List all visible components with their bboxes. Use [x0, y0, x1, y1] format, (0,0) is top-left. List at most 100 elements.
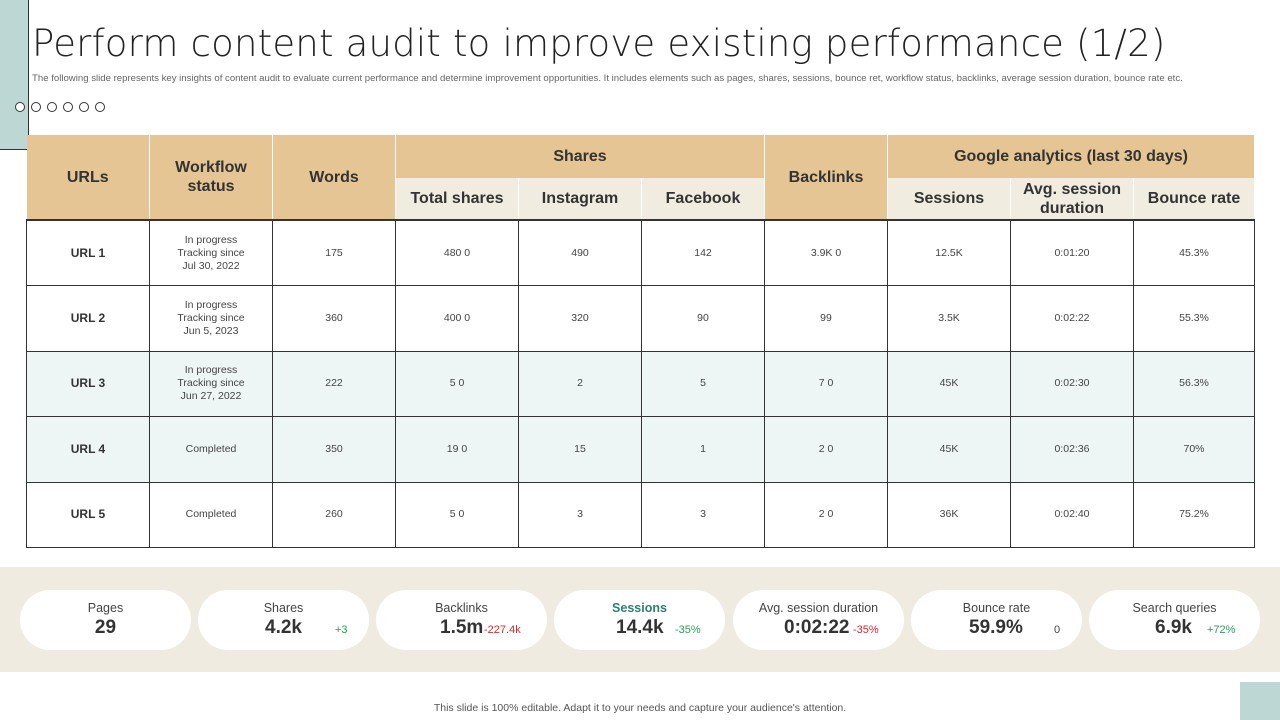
- tracking-date: Jun 5, 2023: [183, 324, 239, 337]
- total-shares-cell: 480 0: [395, 219, 519, 286]
- kpi-delta: -227.4k: [484, 624, 521, 636]
- header-workflow-status: Workflow status: [149, 135, 273, 220]
- url-cell: URL 4: [26, 416, 150, 483]
- total-shares-cell: 5 0: [395, 350, 519, 417]
- tracking-text: Tracking since: [177, 311, 245, 324]
- kpi-label: Backlinks: [435, 601, 488, 615]
- avg-session-cell: 0:02:36: [1010, 416, 1134, 483]
- backlinks-cell: 2 0: [764, 416, 888, 483]
- backlinks-cell: 99: [764, 285, 888, 352]
- instagram-cell: 320: [518, 285, 642, 352]
- header-instagram: Instagram: [518, 178, 642, 220]
- words-cell: 222: [272, 350, 396, 417]
- bounce-rate-cell: 56.3%: [1132, 350, 1256, 417]
- kpi-label: Avg. session duration: [758, 601, 879, 615]
- header-urls: URLs: [26, 135, 150, 220]
- tracking-date: Jun 27, 2022: [180, 390, 242, 403]
- corner-accent: [1240, 682, 1280, 720]
- kpi-label: Sessions: [612, 601, 667, 615]
- kpi-card-search-queries: Search queries 6.9k +72%: [1089, 590, 1260, 650]
- header-shares: Shares: [395, 135, 765, 178]
- total-shares-cell: 19 0: [395, 416, 519, 483]
- words-cell: 360: [272, 285, 396, 352]
- sessions-cell: 36K: [887, 481, 1011, 548]
- header-bounce-rate: Bounce rate: [1133, 178, 1256, 220]
- sessions-cell: 12.5K: [887, 219, 1011, 286]
- page-subtitle: The following slide represents key insig…: [32, 73, 1183, 84]
- kpi-value: 29: [94, 617, 117, 638]
- facebook-cell: 5: [641, 350, 765, 417]
- avg-session-cell: 0:02:22: [1010, 285, 1134, 352]
- url-cell: URL 1: [26, 219, 150, 286]
- kpi-label: Shares: [263, 601, 304, 615]
- workflow-status-cell: Completed: [149, 481, 273, 548]
- kpi-card-shares: Shares 4.2k +3: [198, 590, 369, 650]
- workflow-status-cell: In progress Tracking since Jul 30, 2022: [149, 219, 273, 286]
- kpi-label: Pages: [87, 601, 124, 615]
- facebook-cell: 90: [641, 285, 765, 352]
- workflow-status-cell: In progress Tracking since Jun 27, 2022: [149, 350, 273, 417]
- instagram-cell: 3: [518, 481, 642, 548]
- content-audit-table: URLs Workflow status Words Shares Backli…: [26, 135, 1256, 548]
- url-cell: URL 5: [26, 481, 150, 548]
- kpi-card-pages: Pages 29: [20, 590, 191, 650]
- page-title: Perform content audit to improve existin…: [32, 22, 1166, 65]
- sessions-cell: 3.5K: [887, 285, 1011, 352]
- header-sessions: Sessions: [887, 178, 1011, 220]
- kpi-delta: +72%: [1207, 624, 1236, 636]
- kpi-value: 0:02:22: [784, 617, 850, 638]
- header-google-analytics: Google analytics (last 30 days): [887, 135, 1256, 178]
- avg-session-cell: 0:02:30: [1010, 350, 1134, 417]
- kpi-card-bounce-rate: Bounce rate 59.9% 0: [911, 590, 1082, 650]
- kpi-value: 6.9k: [1155, 617, 1192, 638]
- kpi-delta: +3: [335, 624, 348, 636]
- kpi-card-backlinks: Backlinks 1.5m -227.4k: [376, 590, 547, 650]
- backlinks-cell: 2 0: [764, 481, 888, 548]
- backlinks-cell: 3.9K 0: [764, 219, 888, 286]
- bounce-rate-cell: 45.3%: [1132, 219, 1256, 286]
- footer-note: This slide is 100% editable. Adapt it to…: [433, 702, 847, 714]
- left-accent-bar: [0, 0, 29, 150]
- kpi-value: 14.4k: [616, 617, 664, 638]
- avg-session-cell: 0:02:40: [1010, 481, 1134, 548]
- facebook-cell: 1: [641, 416, 765, 483]
- bounce-rate-cell: 55.3%: [1132, 285, 1256, 352]
- table-row: URL 5 Completed 260 5 0 3 3 2 0 36K 0:02…: [26, 481, 1256, 548]
- dot-icon: [15, 102, 25, 112]
- status-text: In progress: [184, 233, 238, 246]
- header-avg-session-duration: Avg. session duration: [1010, 178, 1134, 220]
- header-total-shares: Total shares: [395, 178, 519, 220]
- status-text: In progress: [184, 364, 238, 377]
- kpi-card-avg-session-duration: Avg. session duration 0:02:22 -35%: [733, 590, 904, 650]
- url-cell: URL 3: [26, 350, 150, 417]
- url-cell: URL 2: [26, 285, 150, 352]
- tracking-date: Jul 30, 2022: [182, 259, 240, 272]
- tracking-text: Tracking since: [177, 246, 245, 259]
- kpi-delta: -35%: [675, 624, 701, 636]
- kpi-value: 4.2k: [265, 617, 302, 638]
- total-shares-cell: 400 0: [395, 285, 519, 352]
- workflow-status-cell: In progress Tracking since Jun 5, 2023: [149, 285, 273, 352]
- dot-icon: [47, 102, 57, 112]
- facebook-cell: 3: [641, 481, 765, 548]
- kpi-delta: 0: [1054, 624, 1061, 636]
- table-row: URL 4 Completed 350 19 0 15 1 2 0 45K 0:…: [26, 416, 1256, 483]
- words-cell: 260: [272, 481, 396, 548]
- backlinks-cell: 7 0: [764, 350, 888, 417]
- dot-icon: [31, 102, 41, 112]
- tracking-text: Tracking since: [177, 377, 245, 390]
- avg-session-cell: 0:01:20: [1010, 219, 1134, 286]
- header-backlinks: Backlinks: [764, 135, 888, 220]
- workflow-status-cell: Completed: [149, 416, 273, 483]
- dot-icon: [79, 102, 89, 112]
- words-cell: 175: [272, 219, 396, 286]
- decorative-dots: [15, 102, 105, 112]
- kpi-label: Bounce rate: [962, 601, 1031, 615]
- header-facebook: Facebook: [641, 178, 765, 220]
- kpi-value: 1.5m: [440, 617, 484, 638]
- facebook-cell: 142: [641, 219, 765, 286]
- table-row: URL 2 In progress Tracking since Jun 5, 20…: [26, 285, 1256, 352]
- kpi-delta: -35%: [853, 624, 879, 636]
- kpi-value: 59.9%: [969, 617, 1023, 638]
- kpi-card-sessions: Sessions 14.4k -35%: [554, 590, 725, 650]
